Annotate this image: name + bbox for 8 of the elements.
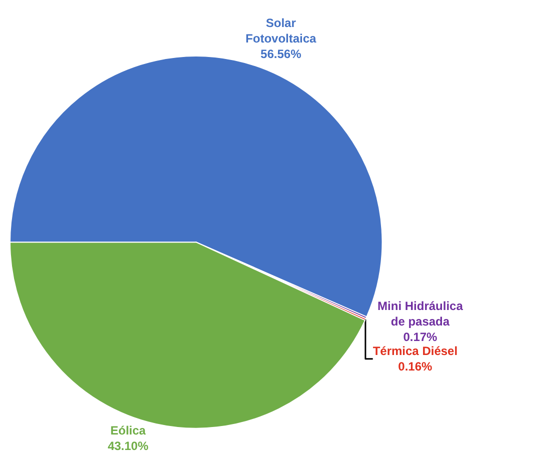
slice-label: Eólica: [110, 423, 146, 438]
slice-label: Mini Hidráulica de pasada: [378, 298, 464, 328]
data-label: 0.17%: [403, 330, 438, 344]
slice-label: Térmica Diésel: [372, 344, 458, 358]
data-label: 0.16%: [398, 360, 433, 374]
data-label: 43.10%: [108, 438, 149, 453]
slice-label: Solar Fotovoltaica: [246, 16, 317, 46]
data-label: 56.56%: [260, 46, 302, 61]
